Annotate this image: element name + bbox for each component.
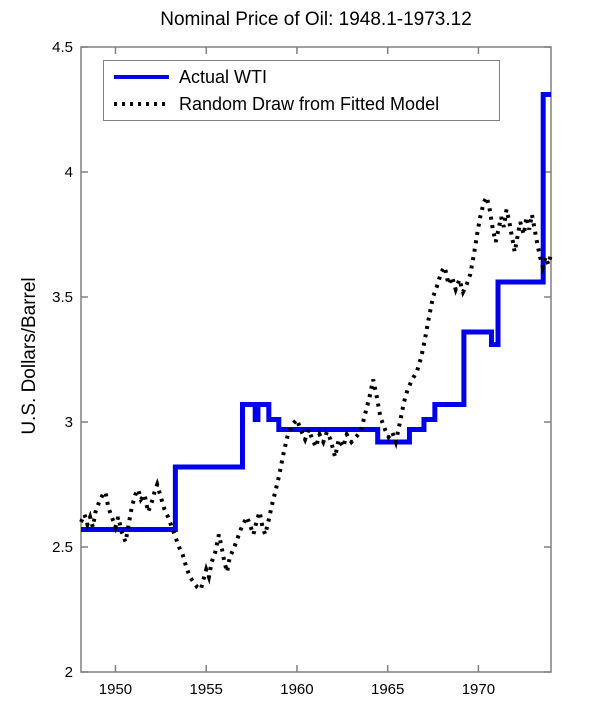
x-axis-tick-label: 1965	[371, 681, 404, 698]
x-axis-tick-label: 1950	[99, 681, 132, 698]
series-line-actual-wti	[81, 92, 551, 532]
y-axis-label: U.S. Dollars/Barrel	[19, 277, 40, 435]
x-axis-tick-label: 1970	[462, 681, 495, 698]
legend-label-actual-wti: Actual WTI	[179, 67, 268, 87]
axes-box	[80, 46, 552, 673]
series-line-random-draw-from-fitted-model	[79, 191, 553, 593]
x-axis-tick-label: 1960	[280, 681, 313, 698]
legend: Actual WTI Random Draw from Fitted Model	[103, 60, 500, 121]
y-axis-tick-label: 4.5	[52, 39, 73, 56]
y-axis-tick-label: 2.5	[52, 539, 73, 556]
y-axis-tick-label: 2	[65, 664, 73, 681]
legend-item-actual-wti: Actual WTI	[114, 66, 489, 88]
legend-solid-line-sample	[114, 75, 169, 79]
x-axis-tick-label: 1955	[190, 681, 223, 698]
y-axis-tick-label: 4	[65, 164, 73, 181]
legend-label-random-draw: Random Draw from Fitted Model	[179, 94, 440, 114]
legend-dotted-line-sample	[114, 102, 169, 106]
y-axis-tick-label: 3	[65, 414, 73, 431]
y-axis-tick-label: 3.5	[52, 289, 73, 306]
legend-item-random-draw: Random Draw from Fitted Model	[114, 93, 489, 115]
chart-title: Nominal Price of Oil: 1948.1-1973.12	[160, 9, 472, 30]
